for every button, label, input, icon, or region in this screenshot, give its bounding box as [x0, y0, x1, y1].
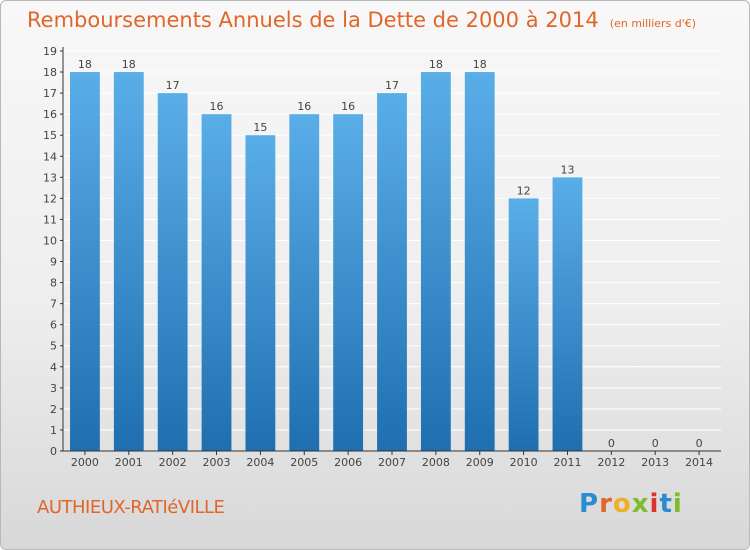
y-tick-label: 8 — [50, 277, 57, 290]
data-label: 17 — [385, 79, 399, 92]
y-tick-label: 6 — [50, 319, 57, 332]
bar-2007 — [377, 93, 407, 452]
y-tick-label: 7 — [50, 298, 57, 311]
data-label: 18 — [122, 58, 136, 71]
x-tick-label: 2009 — [466, 456, 494, 469]
bar-2009 — [464, 72, 495, 451]
bar-2010 — [508, 198, 539, 451]
data-label: 0 — [652, 437, 659, 450]
x-tick-label: 2003 — [203, 456, 231, 469]
title-row: Remboursements Annuels de la Dette de 20… — [27, 8, 696, 32]
data-label: 18 — [473, 58, 487, 71]
x-tick-label: 2004 — [246, 456, 274, 469]
data-label: 16 — [210, 100, 224, 113]
data-label: 18 — [429, 58, 443, 71]
x-tick-label: 2005 — [290, 456, 318, 469]
x-tick-label: 2001 — [115, 456, 143, 469]
y-tick-label: 15 — [43, 129, 57, 142]
x-tick-label: 2014 — [685, 456, 713, 469]
bar-2003 — [201, 114, 232, 451]
y-tick-label: 0 — [50, 445, 57, 458]
y-tick-label: 12 — [43, 192, 57, 205]
data-labels: 18 18 17 16 15 16 16 17 18 18 12 13 0 0 0 — [78, 58, 703, 450]
y-tick-label: 13 — [43, 171, 57, 184]
y-tick-label: 5 — [50, 340, 57, 353]
bar-2002 — [157, 93, 188, 452]
y-tick-label: 17 — [43, 87, 57, 100]
y-tick-label: 11 — [43, 213, 57, 226]
bar-2008 — [420, 72, 451, 451]
x-tick-label: 2006 — [334, 456, 362, 469]
data-label: 17 — [166, 79, 180, 92]
y-tick-label: 14 — [43, 150, 57, 163]
y-tick-label: 10 — [43, 234, 57, 247]
y-tick-label: 19 — [43, 45, 57, 58]
bar-2011 — [552, 177, 583, 451]
x-tick-label: 2010 — [510, 456, 538, 469]
y-tick-label: 9 — [50, 256, 57, 269]
chart-subtitle: (en milliers d'€) — [609, 17, 697, 30]
bar-2005 — [289, 114, 320, 451]
y-tick-label: 18 — [43, 66, 57, 79]
y-tick-label: 3 — [50, 382, 57, 395]
data-label: 0 — [608, 437, 615, 450]
data-label: 13 — [560, 163, 574, 176]
proxiti-logo: Proxiti — [579, 489, 683, 519]
x-tick-label: 2011 — [553, 456, 581, 469]
x-tick-label: 2013 — [641, 456, 669, 469]
data-label: 0 — [696, 437, 703, 450]
x-tick-label: 2002 — [159, 456, 187, 469]
y-tick-label: 16 — [43, 108, 57, 121]
bar-2001 — [113, 72, 144, 451]
x-tick-label: 2012 — [597, 456, 625, 469]
bar-2000 — [70, 72, 100, 451]
chart-title: Remboursements Annuels de la Dette de 20… — [27, 8, 599, 32]
data-label: 16 — [341, 100, 355, 113]
x-tick-label: 2007 — [378, 456, 406, 469]
x-tick-label: 2008 — [422, 456, 450, 469]
bars — [70, 72, 583, 452]
commune-name: AUTHIEUX-RATIéVILLE — [37, 497, 225, 518]
y-tick-label: 2 — [50, 403, 57, 416]
bar-2006 — [333, 114, 364, 451]
data-label: 15 — [253, 121, 267, 134]
bar-2004 — [245, 135, 276, 452]
y-tick-label: 1 — [50, 424, 57, 437]
y-tick-label: 4 — [50, 361, 57, 374]
data-label: 16 — [297, 100, 311, 113]
data-label: 12 — [517, 184, 531, 197]
x-tick-label: 2000 — [71, 456, 99, 469]
data-label: 18 — [78, 58, 92, 71]
